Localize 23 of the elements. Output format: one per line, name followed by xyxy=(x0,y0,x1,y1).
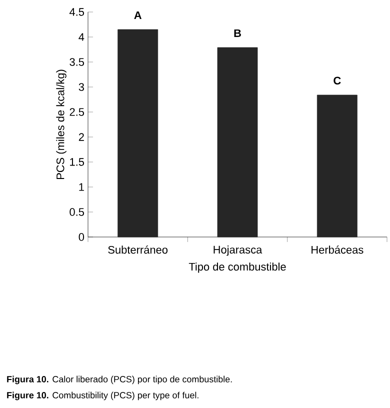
y-tick-label: 2.5 xyxy=(70,108,84,116)
y-tick-label: 4.5 xyxy=(69,8,84,16)
x-tick-label: Subterráneo xyxy=(108,246,168,254)
y-tick-label: 1 xyxy=(79,183,84,191)
annotation: C xyxy=(334,76,341,84)
y-tick-label: 1.5 xyxy=(70,158,84,166)
annotation: B xyxy=(234,29,241,37)
text: Figura 10. Calor liberado (PCS) por tipo de combustible. xyxy=(7,376,232,384)
bar xyxy=(316,94,358,238)
y-tick-label: 2 xyxy=(78,133,84,141)
y-axis-title: PCS (miles de kcal/kg) xyxy=(56,70,66,180)
bar xyxy=(118,29,158,238)
y-tick-label: 0.5 xyxy=(70,208,84,216)
y-tick-label: 4 xyxy=(78,33,84,41)
y-tick-label: 0 xyxy=(78,233,84,241)
bar xyxy=(217,47,258,238)
y-tick-label: 3.5 xyxy=(70,58,84,66)
y-tick-label: 3 xyxy=(78,83,84,91)
text: Figure 10. Combustibility (PCS) per type of fuel. xyxy=(7,392,198,400)
x-tick-label: Herbáceas xyxy=(312,246,364,254)
annotation: A xyxy=(134,11,142,19)
x-axis-title: Tipo de combustible xyxy=(188,262,286,273)
x-tick-label: Hojarasca xyxy=(214,246,262,256)
